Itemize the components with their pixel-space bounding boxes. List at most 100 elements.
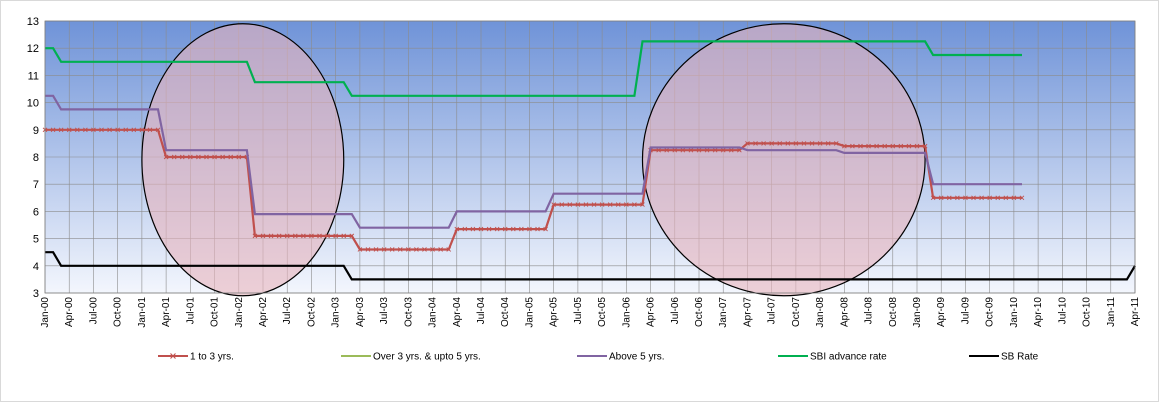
- series-marker: [567, 202, 573, 207]
- series-marker: [922, 143, 928, 149]
- series-marker: [115, 127, 120, 133]
- series-marker: [575, 202, 581, 207]
- y-tick-label: 7: [33, 179, 39, 191]
- series-marker: [430, 247, 435, 252]
- series-marker: [842, 143, 847, 149]
- series-marker: [979, 195, 984, 201]
- series-marker: [276, 233, 282, 239]
- x-tick-label: Jan-11: [1106, 297, 1117, 327]
- x-tick-label: Oct-08: [888, 297, 899, 327]
- series-marker: [591, 202, 597, 207]
- series-marker: [955, 195, 960, 201]
- series-marker: [938, 195, 944, 201]
- y-axis: 3 4 5 6 7 8 9 10 11 12 13: [27, 16, 39, 300]
- series-marker: [527, 226, 532, 232]
- series-marker: [866, 143, 871, 149]
- x-tick-label: Oct-07: [791, 297, 802, 327]
- x-tick-label: Oct-09: [985, 297, 996, 327]
- series-marker: [333, 233, 338, 239]
- series-marker: [389, 247, 395, 252]
- series-marker: [1019, 195, 1025, 201]
- series-marker: [204, 154, 209, 160]
- series-marker: [688, 147, 694, 153]
- annotations: [141, 23, 926, 297]
- series-marker: [906, 143, 912, 149]
- series-marker: [470, 226, 476, 232]
- series-marker: [91, 127, 96, 133]
- series-marker: [381, 247, 387, 252]
- y-tick-label: 8: [33, 152, 39, 164]
- series-marker: [769, 141, 774, 146]
- series-marker: [50, 127, 56, 133]
- x-tick-label: Apr-07: [742, 297, 753, 327]
- series-marker: [83, 127, 88, 133]
- series-marker: [995, 195, 1001, 201]
- series-lines: [42, 40, 1136, 281]
- series-marker: [963, 195, 968, 201]
- series-marker: [325, 233, 330, 239]
- y-tick-label: 10: [27, 98, 39, 110]
- series-marker: [672, 147, 678, 153]
- series-marker: [268, 233, 274, 239]
- series-marker: [438, 247, 443, 252]
- series-marker: [696, 147, 702, 153]
- series-marker: [510, 226, 516, 232]
- series-marker: [882, 143, 888, 149]
- series-marker: [284, 233, 290, 239]
- series-marker: [785, 141, 791, 146]
- x-tick-label: Apr-01: [161, 297, 172, 327]
- series-marker: [745, 141, 750, 146]
- series-marker: [147, 127, 153, 133]
- series-marker: [373, 247, 379, 252]
- x-tick-label: Jul-05: [573, 297, 584, 325]
- x-tick-label: Apr-04: [452, 297, 463, 327]
- x-tick-label: Apr-11: [1130, 297, 1141, 327]
- x-tick-label: Oct-06: [694, 297, 705, 327]
- y-tick-label: 3: [33, 288, 39, 300]
- series-marker: [720, 147, 726, 153]
- series-line-1: [45, 128, 1022, 251]
- series-marker: [74, 127, 80, 133]
- series-marker: [543, 226, 548, 232]
- series-marker: [825, 141, 831, 146]
- series-marker: [624, 202, 629, 207]
- series-marker: [422, 247, 427, 252]
- series-marker: [1011, 195, 1017, 201]
- x-tick-label: Jul-06: [670, 297, 681, 325]
- x-tick-label: Apr-09: [936, 297, 947, 327]
- x-tick-label: Jan-08: [815, 297, 826, 328]
- plot-border: [44, 20, 1136, 294]
- x-tick-label: Jul-07: [767, 297, 778, 325]
- series-marker: [874, 143, 879, 149]
- series-marker: [898, 143, 904, 149]
- series-marker: [454, 226, 460, 232]
- x-tick-label: Jul-00: [88, 297, 99, 325]
- series-marker: [494, 226, 500, 232]
- series-marker: [728, 147, 734, 153]
- series-marker: [123, 127, 129, 133]
- x-tick-label: Oct-10: [1082, 297, 1093, 327]
- x-tick-label: Jul-01: [185, 297, 196, 325]
- series-marker: [1003, 195, 1009, 201]
- series-marker: [155, 127, 161, 133]
- series-marker: [357, 247, 363, 252]
- x-tick-label: Jul-04: [476, 297, 487, 325]
- series-marker: [632, 202, 637, 207]
- series-marker: [858, 143, 863, 149]
- x-tick-label: Jul-02: [282, 297, 293, 325]
- x-tick-label: Oct-04: [500, 297, 511, 327]
- series-marker: [212, 154, 217, 160]
- x-tick-label: Apr-02: [258, 297, 269, 327]
- series-marker: [486, 226, 492, 232]
- legend: 1 to 3 yrs. Over 3 yrs. & upto 5 yrs. Abov…: [158, 352, 1039, 363]
- x-axis: Jan-00 Apr-00 Jul-00 Oct-00 Jan-01 Apr-01 Jul-…: [40, 297, 1141, 328]
- series-marker: [292, 233, 298, 239]
- series-marker: [462, 226, 468, 232]
- x-tick-label: Jan-02: [234, 297, 245, 328]
- series-marker: [260, 233, 266, 239]
- series-marker: [656, 147, 661, 153]
- series-marker: [163, 154, 169, 160]
- x-tick-label: Oct-02: [306, 297, 317, 327]
- y-tick-label: 4: [33, 261, 39, 273]
